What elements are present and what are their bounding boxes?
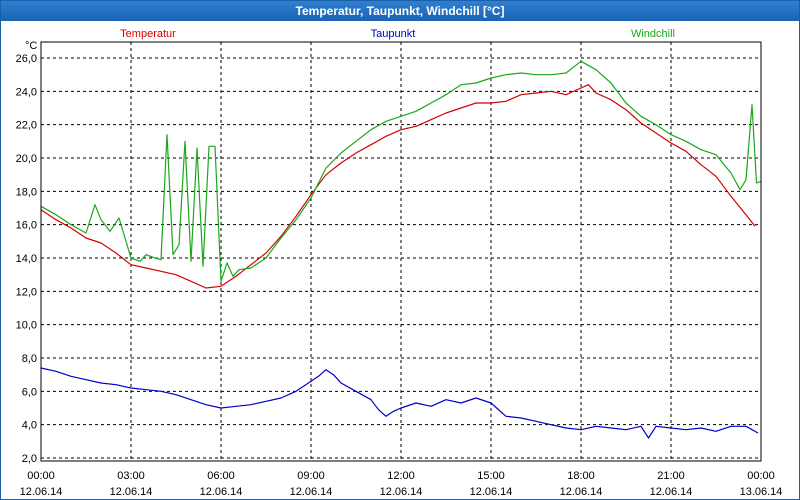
y-tick-label: 12,0 xyxy=(16,286,37,298)
series-line-taupunkt xyxy=(40,367,759,439)
y-axis-labels: 2,0 4,0 6,0 8,0 10,0 12,0 14,0 16,0 18,0 20,0 22,0… xyxy=(16,53,37,465)
legend: Temperatur Taupunkt Windchill xyxy=(120,28,675,40)
legend-temperatur: Temperatur xyxy=(120,28,176,40)
y-tick-label: 24,0 xyxy=(16,86,37,98)
y-tick-label: 2,0 xyxy=(22,453,37,465)
x-tick-date-label: 12.06.14 xyxy=(470,486,513,498)
x-axis-labels: 00:00 12.06.14 03:00 12.06.14 06:00 12.06.14 0… xyxy=(20,470,783,498)
series-line-temperatur xyxy=(40,84,756,289)
y-tick-label: 16,0 xyxy=(16,220,37,232)
grid-lines xyxy=(41,42,761,461)
x-tick-date-label: 13.06.14 xyxy=(740,486,783,498)
x-tick-time-label: 18:00 xyxy=(567,470,595,482)
y-tick-label: 26,0 xyxy=(16,53,37,65)
x-tick-time-label: 15:00 xyxy=(477,470,505,482)
x-tick-time-label: 21:00 xyxy=(657,470,685,482)
plot-area-frame xyxy=(40,41,762,462)
y-tick-label: 10,0 xyxy=(16,320,37,332)
legend-windchill: Windchill xyxy=(631,28,675,40)
x-tick-date-label: 12.06.14 xyxy=(380,486,423,498)
x-tick-date-label: 12.06.14 xyxy=(650,486,693,498)
series-lines xyxy=(40,60,762,439)
x-tick-time-label: 12:00 xyxy=(387,470,415,482)
y-tick-label: 18,0 xyxy=(16,186,37,198)
x-tick-time-label: 06:00 xyxy=(207,470,235,482)
x-tick-date-label: 12.06.14 xyxy=(200,486,243,498)
y-tick-label: 4,0 xyxy=(22,420,37,432)
x-tick-time-label: 03:00 xyxy=(117,470,145,482)
x-tick-time-label: 00:00 xyxy=(747,470,775,482)
x-tick-time-label: 00:00 xyxy=(27,470,55,482)
y-axis-unit: °C xyxy=(25,40,37,52)
chart-canvas: 2,0 4,0 6,0 8,0 10,0 12,0 14,0 16,0 18,0 20,0 22,0… xyxy=(16,28,783,498)
x-tick-date-label: 12.06.14 xyxy=(290,486,333,498)
legend-taupunkt: Taupunkt xyxy=(371,28,416,40)
x-tick-date-label: 12.06.14 xyxy=(110,486,153,498)
y-tick-label: 6,0 xyxy=(22,386,37,398)
y-tick-label: 14,0 xyxy=(16,253,37,265)
window-title: Temperatur, Taupunkt, Windchill [°C] xyxy=(1,1,799,21)
x-tick-time-label: 09:00 xyxy=(297,470,325,482)
y-tick-label: 22,0 xyxy=(16,120,37,132)
series-line-windchill xyxy=(40,60,762,282)
y-tick-label: 8,0 xyxy=(22,353,37,365)
y-tick-label: 20,0 xyxy=(16,153,37,165)
x-tick-date-label: 12.06.14 xyxy=(20,486,63,498)
x-tick-date-label: 12.06.14 xyxy=(560,486,603,498)
